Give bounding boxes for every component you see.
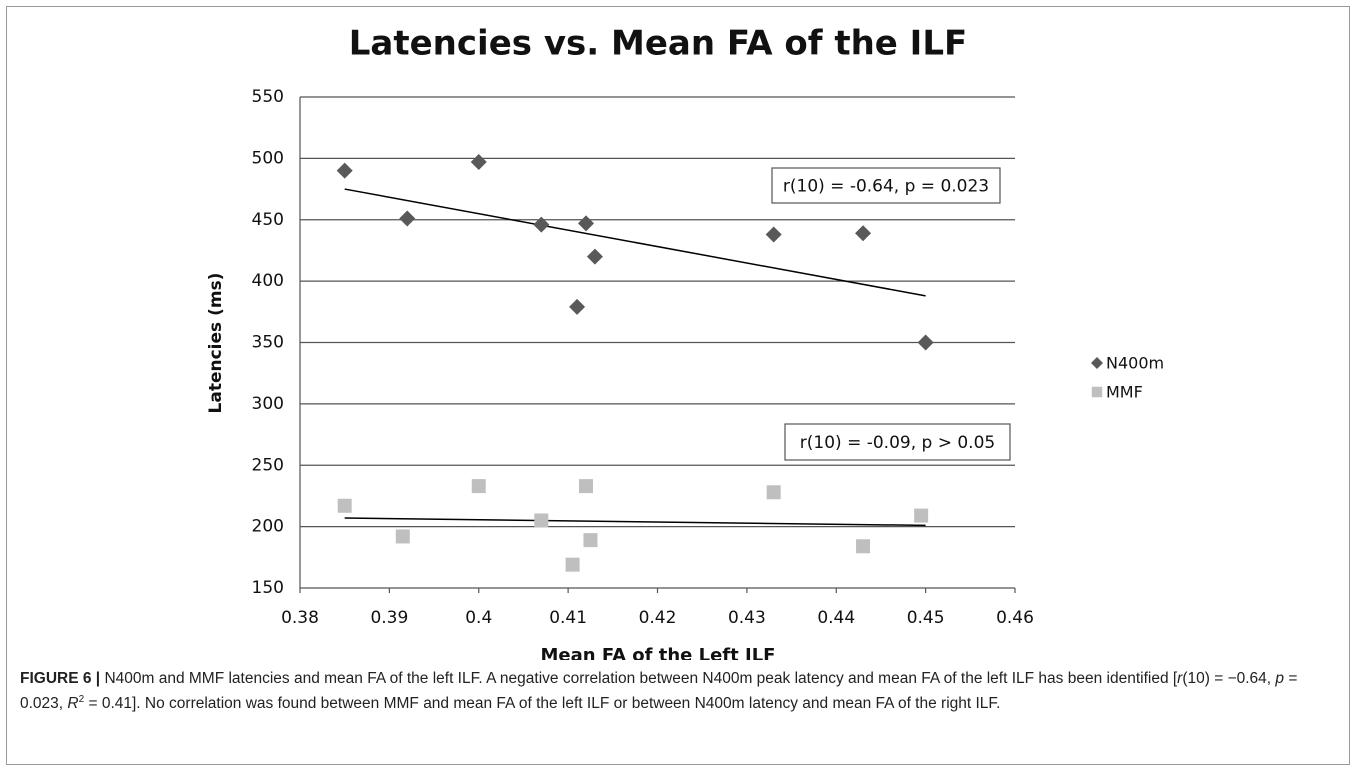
chart: Latencies vs. Mean FA of the ILF Mean FA…: [206, 24, 1164, 661]
data-point: [579, 479, 593, 494]
data-point: [470, 154, 487, 171]
data-point: [855, 225, 872, 242]
data-point: [336, 162, 353, 179]
data-point: [765, 226, 782, 243]
x-axis-title: Mean FA of the Left ILF: [541, 645, 776, 660]
legend-label: N400m: [1106, 354, 1164, 373]
x-tick-label: 0.38: [281, 608, 319, 628]
caption-text: N400m and MMF latencies and mean FA of t…: [100, 670, 1178, 687]
data-point: [395, 529, 410, 544]
x-tick-label: 0.42: [639, 608, 677, 628]
caption-text: p: [1275, 670, 1285, 687]
caption-text: r: [1177, 670, 1183, 687]
y-tick-label: 400: [252, 271, 284, 291]
trend-line: [344, 517, 926, 527]
y-tick-label: 300: [252, 394, 284, 414]
data-point: [856, 539, 871, 554]
y-tick-label: 500: [252, 148, 284, 168]
y-tick-label: 550: [252, 87, 284, 107]
x-tick-label: 0.44: [817, 608, 855, 628]
data-point: [565, 557, 580, 572]
x-tick-label: 0.45: [907, 608, 945, 628]
annotation-box: [784, 423, 1011, 461]
annotation-box: [771, 167, 1001, 204]
caption: FIGURE 6 | N400m and MMF latencies and m…: [20, 666, 1338, 716]
caption-text: = 0.41]. No correlation was found betwee…: [84, 695, 1001, 712]
y-tick-label: 250: [252, 455, 284, 475]
data-point: [766, 485, 781, 500]
data-point: [533, 216, 550, 233]
caption-label: FIGURE 6 |: [20, 670, 101, 687]
data-point: [569, 298, 586, 315]
data-point: [583, 533, 598, 548]
x-tick-label: 0.39: [370, 608, 408, 628]
y-tick-label: 350: [252, 333, 284, 353]
x-tick-label: 0.46: [996, 608, 1034, 628]
annotation: r(10) = -0.09, p > 0.05: [800, 433, 995, 453]
caption-text: = 0.023,: [20, 670, 1298, 712]
data-point: [471, 479, 486, 494]
y-tick-label: 150: [252, 578, 284, 598]
data-point: [914, 508, 929, 523]
caption-text: 2: [78, 693, 85, 705]
legend-marker: [1091, 386, 1103, 398]
data-point: [399, 210, 416, 227]
data-point: [534, 513, 549, 528]
chart-title: Latencies vs. Mean FA of the ILF: [349, 24, 967, 64]
y-tick-label: 450: [252, 210, 284, 230]
data-point: [578, 215, 594, 232]
y-tick-label: 200: [252, 517, 284, 537]
x-tick-label: 0.4: [465, 608, 492, 628]
data-point: [917, 334, 934, 351]
figure-frame: [6, 6, 1350, 765]
caption-text: R: [67, 695, 79, 712]
legend-marker: [1091, 357, 1103, 369]
caption-text: (10) = −0.64,: [1182, 670, 1276, 687]
x-tick-label: 0.41: [549, 608, 587, 628]
annotation: r(10) = -0.64, p = 0.023: [783, 177, 989, 197]
y-axis-title: Latencies (ms): [206, 273, 226, 414]
data-point: [337, 498, 352, 513]
legend-label: MMF: [1106, 383, 1143, 402]
data-point: [586, 248, 603, 265]
x-tick-label: 0.43: [728, 608, 766, 628]
trend-line: [344, 188, 926, 297]
